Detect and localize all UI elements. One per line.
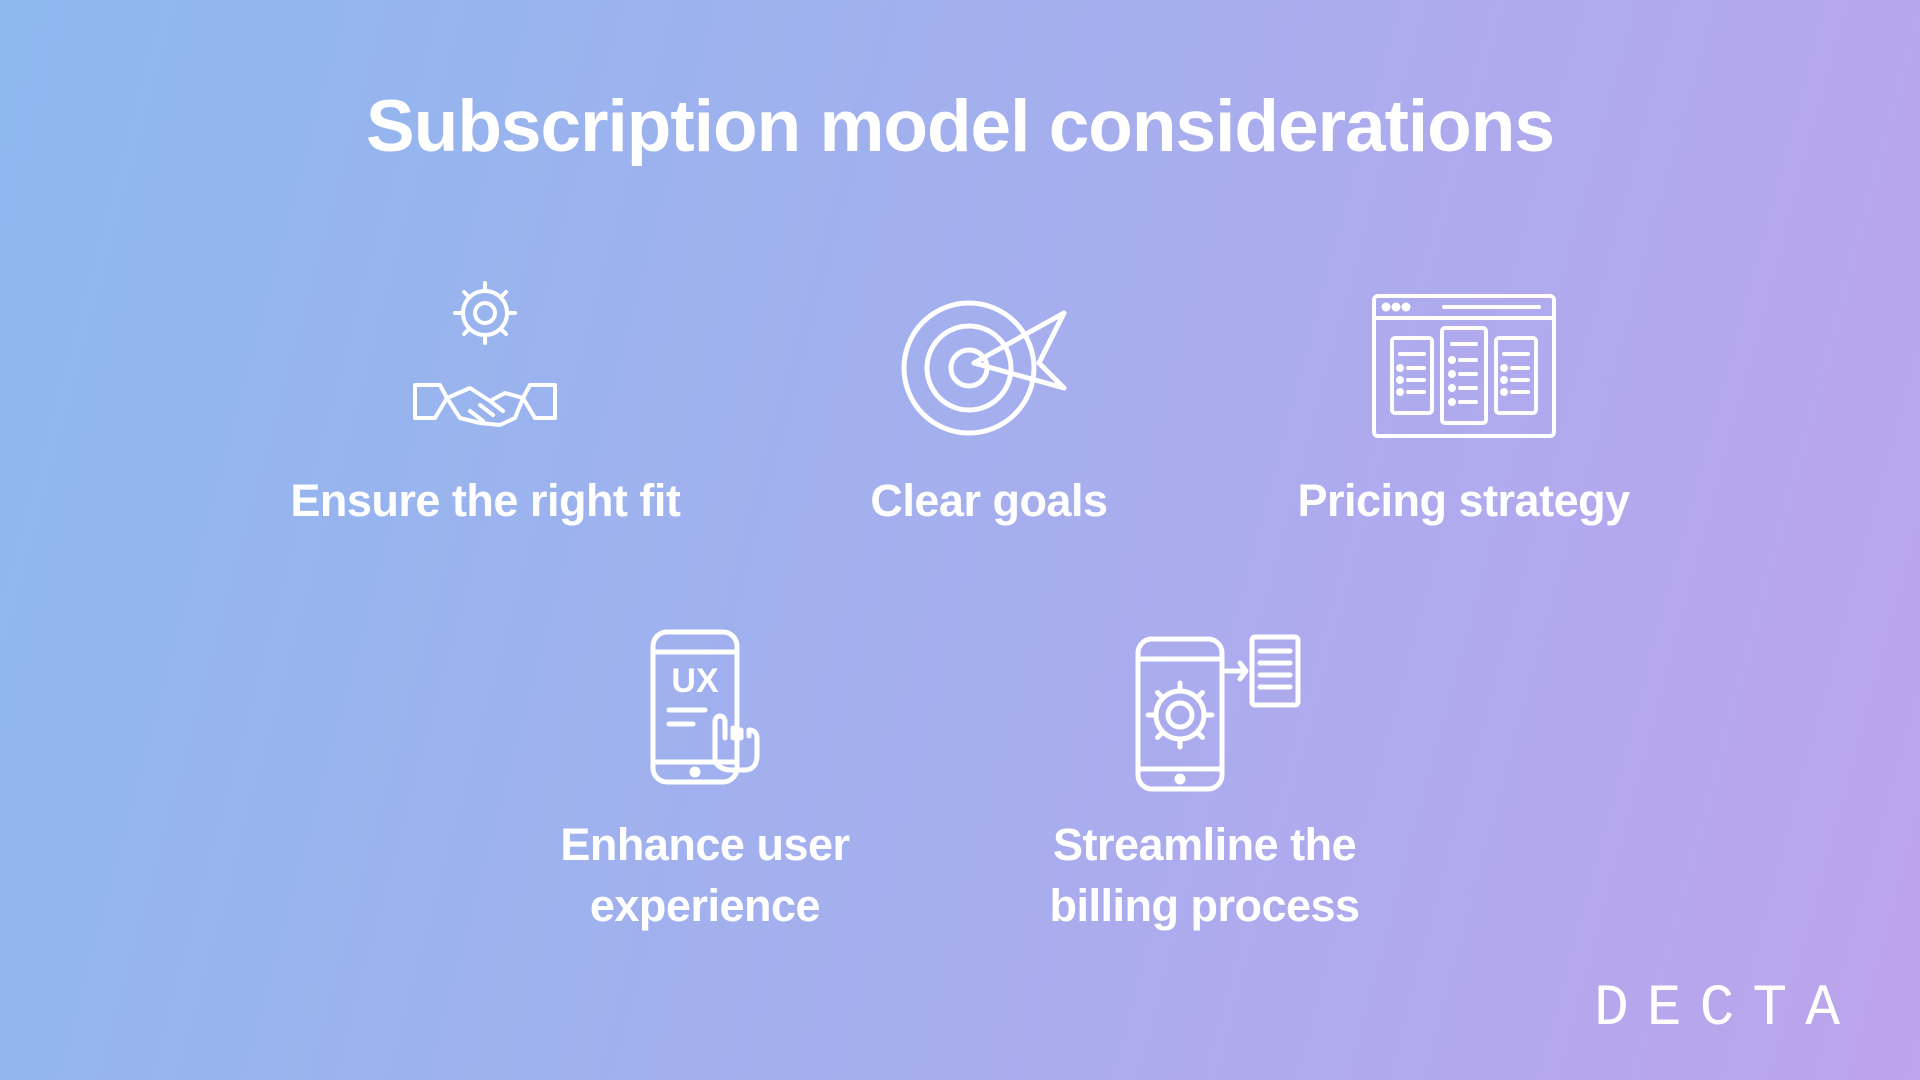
row-1: Ensure the right fit Clear goals xyxy=(0,278,1920,532)
item-label: Ensure the right fit xyxy=(290,471,680,532)
target-arrow-icon xyxy=(884,278,1094,453)
handshake-gear-icon xyxy=(395,278,575,453)
browser-cards-icon xyxy=(1359,278,1569,453)
item-streamline-billing: Streamline thebilling process xyxy=(1050,622,1360,937)
item-enhance-ux: UX Enhance userexperience xyxy=(560,622,849,937)
item-clear-goals: Clear goals xyxy=(870,278,1107,532)
phone-gear-doc-icon xyxy=(1105,622,1305,797)
brand-logo: DECTA xyxy=(1594,977,1858,1042)
svg-text:UX: UX xyxy=(671,662,719,700)
slide-title: Subscription model considerations xyxy=(366,85,1554,168)
item-label: Enhance userexperience xyxy=(560,815,849,937)
row-2: UX Enhance userexperience xyxy=(0,622,1920,937)
phone-ux-icon: UX xyxy=(625,622,785,797)
item-label: Streamline thebilling process xyxy=(1050,815,1360,937)
item-ensure-fit: Ensure the right fit xyxy=(290,278,680,532)
item-label: Pricing strategy xyxy=(1298,471,1630,532)
slide-container: Subscription model considerations xyxy=(0,0,1920,1080)
item-pricing-strategy: Pricing strategy xyxy=(1298,278,1630,532)
item-label: Clear goals xyxy=(870,471,1107,532)
